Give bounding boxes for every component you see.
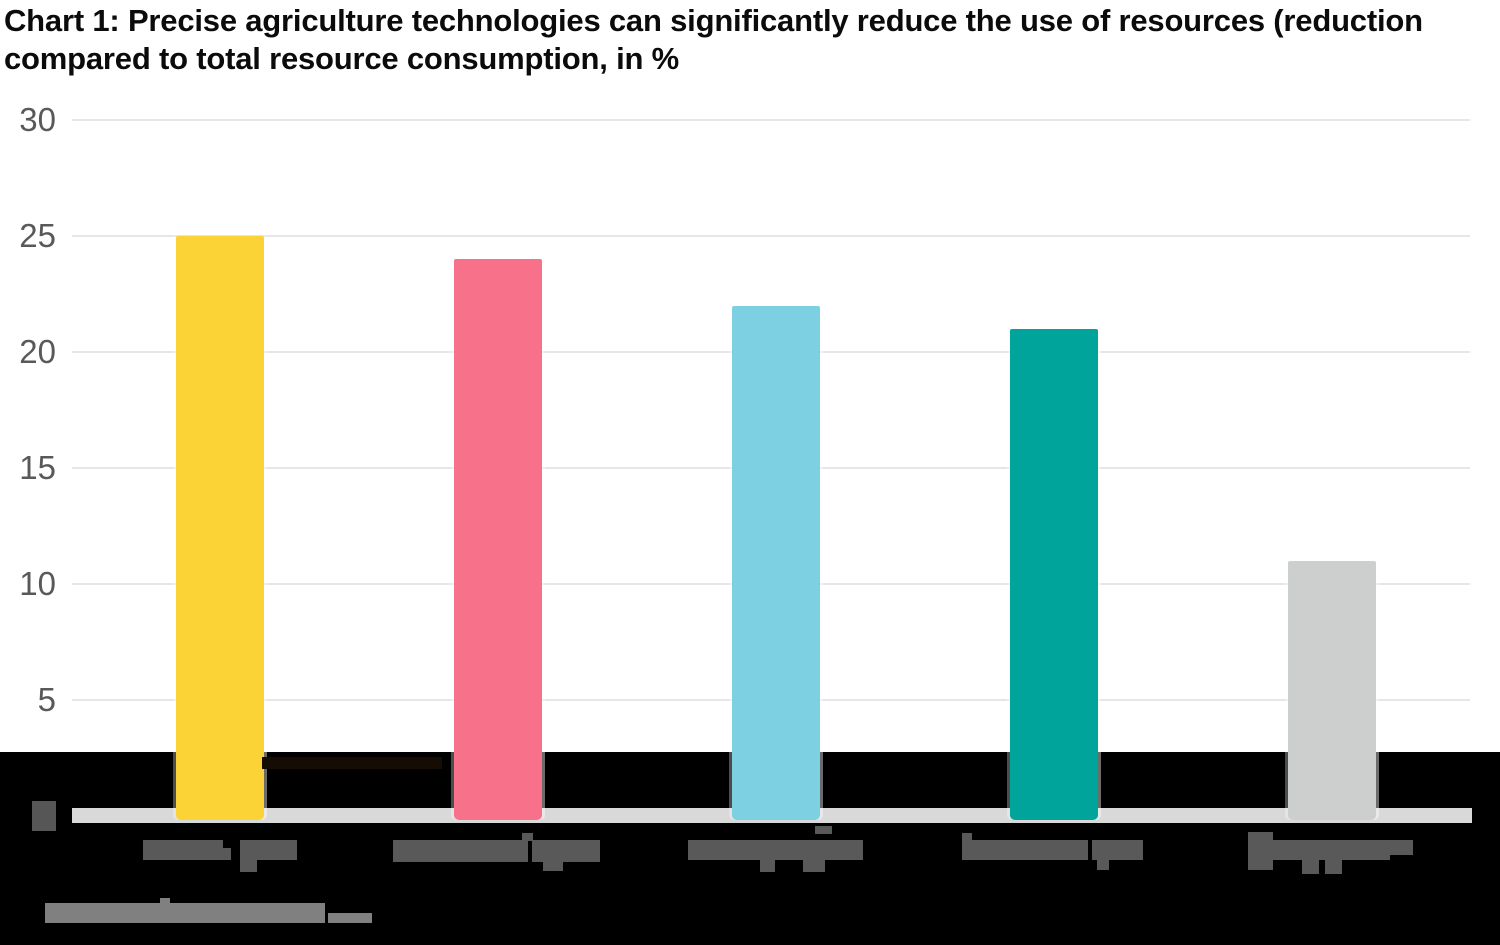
bar-1: [176, 236, 264, 820]
bar-5: [1288, 560, 1376, 820]
x-axis-label-blob-5: [1248, 832, 1273, 870]
x-axis-label-blob-3: [760, 858, 775, 872]
bar-2: [454, 259, 542, 820]
x-axis-label-blob-2: [393, 840, 528, 862]
gridline: [72, 235, 1470, 237]
chart-title: Chart 1: Precise agriculture technologie…: [4, 3, 1423, 76]
x-axis-label-blob-3: [803, 858, 825, 872]
x-axis-label-blob-1: [240, 840, 297, 860]
x-axis-label-blob-4: [962, 833, 972, 841]
y-axis-tick-label: 5: [37, 681, 56, 718]
gridline: [72, 119, 1470, 121]
x-axis-label-blob-4: [1092, 840, 1143, 860]
faint-remnant-blob: [262, 757, 442, 769]
x-axis-label-blob-2: [522, 833, 533, 841]
x-axis-label-blob-4: [962, 840, 1088, 860]
y-axis-tick-label: 10: [19, 565, 56, 602]
bar-4: [1010, 328, 1098, 820]
source-note-blob: [160, 898, 170, 904]
x-axis-label-blob-1: [143, 840, 223, 860]
y-axis-tick-label: 20: [19, 333, 56, 370]
x-axis-label-blob-2: [543, 860, 563, 871]
x-axis-label-blob-5: [1390, 840, 1413, 855]
x-axis-label-blob-5: [1325, 860, 1342, 874]
x-axis-label-blob-3: [810, 840, 863, 860]
x-axis-label-blob-5: [1273, 840, 1390, 860]
x-axis-label-blob-5: [1302, 860, 1319, 874]
bar-3: [732, 305, 820, 820]
x-axis-label-blob-1: [240, 858, 257, 872]
x-axis-label-blob-2: [532, 840, 600, 862]
y-axis-tick-label: 30: [19, 101, 56, 138]
x-axis-label-blob-1: [223, 848, 231, 860]
source-note-blob: [45, 903, 325, 923]
source-note-blob: [328, 913, 372, 923]
y-axis-tick-label: 25: [19, 217, 56, 254]
y-axis-tick-label: 15: [19, 449, 56, 486]
x-axis-label-blob-4: [1097, 858, 1109, 870]
y-axis-zero-label-blob: [32, 801, 56, 831]
x-axis-label-blob-3: [688, 840, 810, 860]
x-axis-label-blob-3: [815, 826, 832, 834]
